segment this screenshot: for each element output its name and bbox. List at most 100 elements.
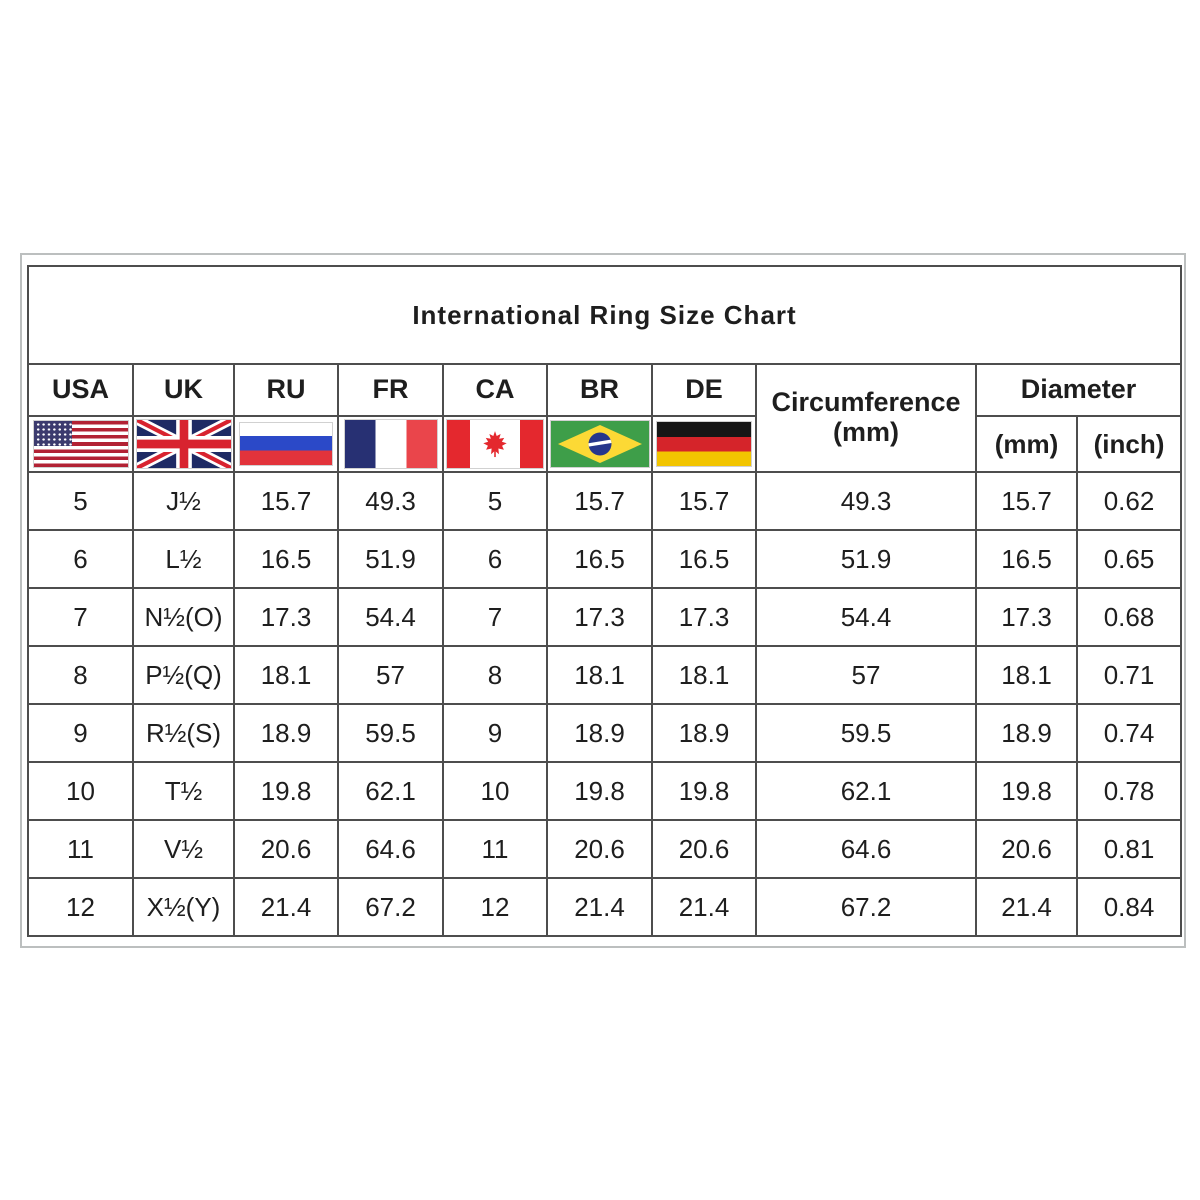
table-cell: 49.3: [755, 471, 977, 531]
column-header-de: DE: [651, 363, 757, 417]
table-cell: 57: [337, 645, 444, 705]
table-cell: 20.6: [651, 819, 757, 879]
table-cell: 10: [442, 761, 548, 821]
table-cell: 21.4: [546, 877, 653, 937]
table-cell: 51.9: [755, 529, 977, 589]
table-cell: 15.7: [233, 471, 339, 531]
table-cell: V½: [132, 819, 235, 879]
table-cell: 15.7: [546, 471, 653, 531]
flag-cell: [27, 415, 134, 473]
uk-flag-icon: [136, 420, 231, 468]
table-cell: 64.6: [755, 819, 977, 879]
brazil-flag-icon: [550, 421, 649, 467]
table-cell: 11: [442, 819, 548, 879]
column-header-usa: USA: [27, 363, 134, 417]
table-cell: 11: [27, 819, 134, 879]
table-cell: 18.1: [975, 645, 1078, 705]
table-cell: 7: [27, 587, 134, 647]
russia-flag-icon: [240, 423, 332, 465]
table-cell: 19.8: [546, 761, 653, 821]
table-cell: 21.4: [975, 877, 1078, 937]
table-cell: 0.71: [1076, 645, 1182, 705]
flag-cell: [442, 415, 548, 473]
table-cell: 49.3: [337, 471, 444, 531]
table-cell: 18.9: [651, 703, 757, 763]
table-cell: L½: [132, 529, 235, 589]
table-cell: 0.68: [1076, 587, 1182, 647]
circumference-label: Circumference: [771, 387, 961, 418]
circumference-unit: (mm): [833, 417, 899, 447]
table-cell: 0.74: [1076, 703, 1182, 763]
table-cell: 0.81: [1076, 819, 1182, 879]
table-row: 7 N½(O) 17.3 54.4 7 17.3 17.3 54.4 17.3 0.68: [27, 587, 1182, 647]
table-cell: T½: [132, 761, 235, 821]
ring-size-chart-panel: International Ring Size Chart USA UK RU …: [20, 253, 1186, 948]
table-cell: N½(O): [132, 587, 235, 647]
table-cell: 7: [442, 587, 548, 647]
table-row: 12 X½(Y) 21.4 67.2 12 21.4 21.4 67.2 21.4 0.84: [27, 877, 1182, 937]
table-cell: 62.1: [755, 761, 977, 821]
table-cell: P½(Q): [132, 645, 235, 705]
column-header-ca: CA: [442, 363, 548, 417]
flag-cell: [337, 415, 444, 473]
table-cell: 54.4: [337, 587, 444, 647]
table-cell: 9: [442, 703, 548, 763]
france-flag-icon: [344, 420, 437, 468]
column-header-circumference: Circumference (mm): [755, 363, 977, 473]
table-cell: X½(Y): [132, 877, 235, 937]
column-header-fr: FR: [337, 363, 444, 417]
flag-cell: [546, 415, 653, 473]
table-cell: 0.62: [1076, 471, 1182, 531]
usa-flag-icon: [33, 421, 128, 467]
table-cell: 9: [27, 703, 134, 763]
table-row: 9 R½(S) 18.9 59.5 9 18.9 18.9 59.5 18.9 0.74: [27, 703, 1182, 763]
table-cell: 21.4: [651, 877, 757, 937]
column-header-ru: RU: [233, 363, 339, 417]
table-cell: 17.3: [233, 587, 339, 647]
table-cell: 8: [27, 645, 134, 705]
table-cell: 59.5: [337, 703, 444, 763]
usa-flag-canton: [33, 421, 72, 446]
table-cell: 8: [442, 645, 548, 705]
table-row: 11 V½ 20.6 64.6 11 20.6 20.6 64.6 20.6 0.81: [27, 819, 1182, 879]
table-cell: 16.5: [233, 529, 339, 589]
table-cell: 5: [27, 471, 134, 531]
table-cell: 5: [442, 471, 548, 531]
table-cell: 17.3: [975, 587, 1078, 647]
table-cell: 12: [442, 877, 548, 937]
column-header-diameter: Diameter: [975, 363, 1182, 417]
table-cell: 16.5: [975, 529, 1078, 589]
table-cell: 16.5: [651, 529, 757, 589]
table-cell: 54.4: [755, 587, 977, 647]
table-cell: 17.3: [651, 587, 757, 647]
table-cell: 0.65: [1076, 529, 1182, 589]
table-cell: 18.9: [233, 703, 339, 763]
table-cell: 19.8: [651, 761, 757, 821]
flag-cell: [651, 415, 757, 473]
germany-flag-icon: [657, 422, 751, 466]
table-cell: 19.8: [233, 761, 339, 821]
table-cell: 21.4: [233, 877, 339, 937]
table-cell: J½: [132, 471, 235, 531]
table-cell: 18.1: [651, 645, 757, 705]
table-cell: 0.84: [1076, 877, 1182, 937]
ring-size-table: International Ring Size Chart USA UK RU …: [27, 265, 1182, 937]
table-cell: 62.1: [337, 761, 444, 821]
table-cell: 67.2: [337, 877, 444, 937]
table-cell: 18.1: [233, 645, 339, 705]
table-row: 8 P½(Q) 18.1 57 8 18.1 18.1 57 18.1 0.71: [27, 645, 1182, 705]
column-header-br: BR: [546, 363, 653, 417]
table-cell: 59.5: [755, 703, 977, 763]
table-cell: 15.7: [651, 471, 757, 531]
table-cell: 16.5: [546, 529, 653, 589]
table-cell: 18.1: [546, 645, 653, 705]
table-cell: 64.6: [337, 819, 444, 879]
table-cell: 17.3: [546, 587, 653, 647]
table-cell: 15.7: [975, 471, 1078, 531]
column-header-uk: UK: [132, 363, 235, 417]
table-cell: 20.6: [546, 819, 653, 879]
table-cell: 20.6: [975, 819, 1078, 879]
table-cell: 12: [27, 877, 134, 937]
table-cell: 6: [27, 529, 134, 589]
diameter-subheader-mm: (mm): [975, 415, 1078, 473]
